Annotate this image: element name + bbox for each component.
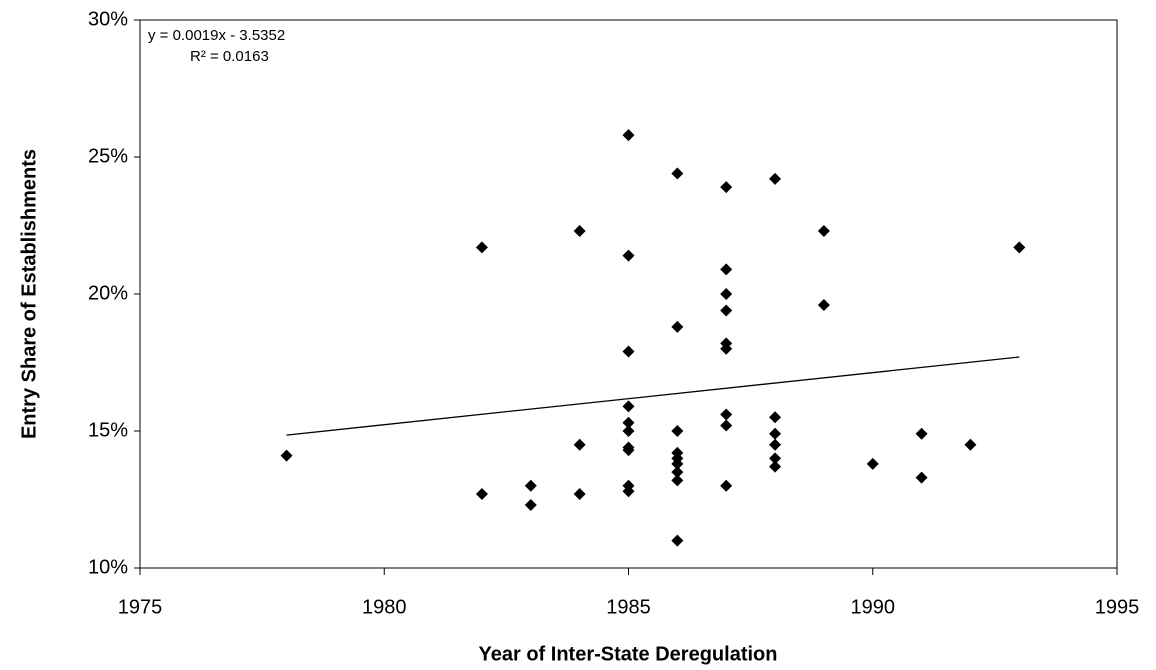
point <box>915 427 928 440</box>
point <box>817 298 830 311</box>
point <box>671 320 684 333</box>
y-tick-label: 25% <box>88 145 128 167</box>
point <box>622 444 635 457</box>
point <box>671 534 684 547</box>
point <box>622 485 635 498</box>
point <box>769 460 782 473</box>
point <box>524 479 537 492</box>
point <box>671 474 684 487</box>
y-tick-label: 15% <box>88 419 128 441</box>
point <box>915 471 928 484</box>
x-tick-label: 1975 <box>118 596 163 618</box>
point <box>1013 241 1026 254</box>
point <box>671 457 684 470</box>
point <box>622 345 635 358</box>
point <box>573 488 586 501</box>
point <box>720 408 733 421</box>
point <box>720 181 733 194</box>
y-tick-label: 30% <box>88 8 128 30</box>
x-axis-title: Year of Inter-State Deregulation <box>479 643 778 665</box>
trend-line <box>286 356 1020 436</box>
point <box>622 416 635 429</box>
point <box>475 241 488 254</box>
point <box>622 249 635 262</box>
point <box>622 129 635 142</box>
point <box>280 449 293 462</box>
x-tick-label: 1985 <box>606 596 651 618</box>
point <box>769 438 782 451</box>
point <box>769 172 782 185</box>
point <box>769 411 782 424</box>
equation: y = 0.0019x - 3.5352 <box>148 27 285 44</box>
point <box>720 288 733 300</box>
x-tick-label: 1980 <box>362 596 407 618</box>
y-axis-title: Entry Share of Establishments <box>18 149 40 439</box>
point <box>720 419 733 432</box>
point <box>720 263 733 276</box>
point <box>817 224 830 237</box>
point <box>866 457 879 470</box>
point <box>671 425 684 437</box>
r-squared: R² = 0.0163 <box>190 48 269 65</box>
point <box>964 438 977 451</box>
point <box>475 488 488 501</box>
y-tick-label: 10% <box>88 556 128 578</box>
point <box>524 498 537 511</box>
point <box>573 438 586 451</box>
point <box>671 167 684 180</box>
x-tick-label: 1990 <box>851 596 896 618</box>
point <box>720 304 733 317</box>
point <box>573 224 586 237</box>
point <box>622 425 635 437</box>
y-tick-label: 20% <box>88 282 128 304</box>
point <box>720 479 733 492</box>
point <box>769 452 782 465</box>
point <box>622 400 635 413</box>
point <box>671 466 684 479</box>
x-tick-label: 1995 <box>1095 596 1140 618</box>
point <box>720 342 733 355</box>
point <box>769 427 782 440</box>
